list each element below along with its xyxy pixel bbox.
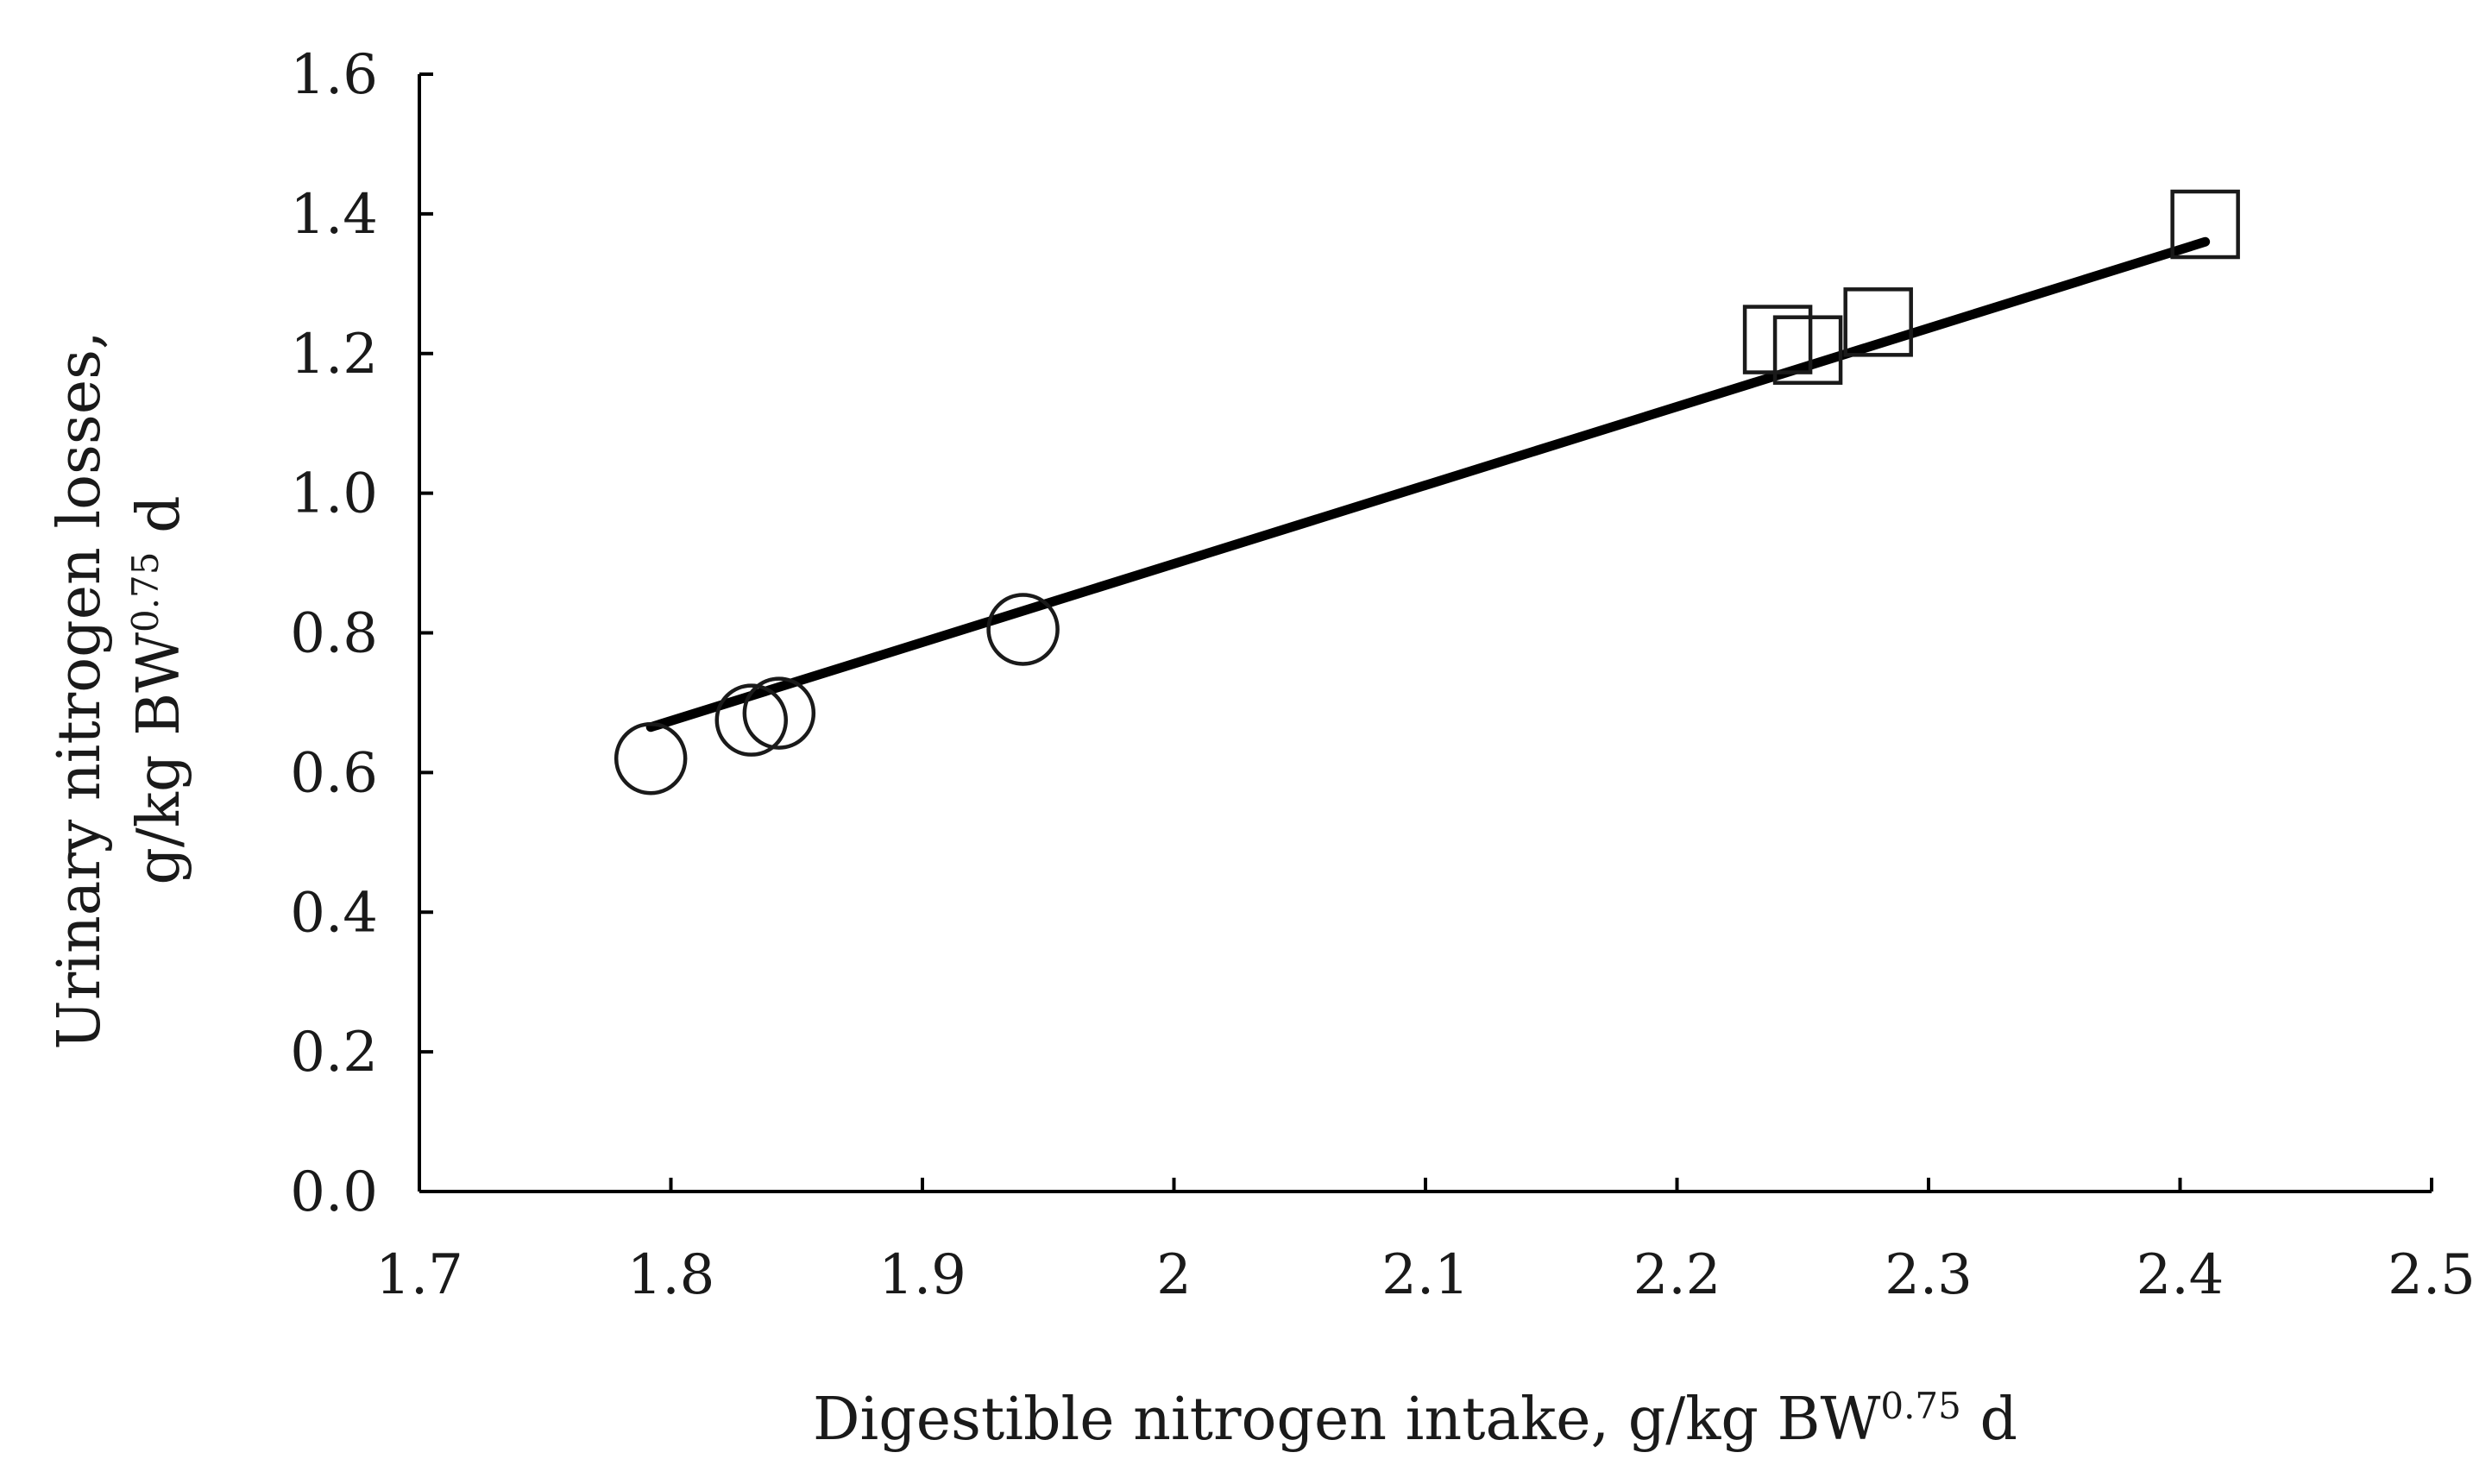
square-data-point <box>1742 305 1813 374</box>
trendline <box>645 236 2211 733</box>
x-tick-label: 2.1 <box>1381 1243 1469 1307</box>
x-tick-label: 2 <box>1156 1243 1192 1307</box>
x-tick-label: 1.8 <box>627 1243 715 1307</box>
y-tick-label: 0.0 <box>290 1160 378 1224</box>
tick-labels: 0.0 0.2 0.4 0.6 0.8 1.0 1.2 1.4 1.6 1.7 1.8 1.9 2 2.1… <box>290 43 2476 1307</box>
x-tick-label: 2.2 <box>1633 1243 1721 1307</box>
y-axis-title: Urinary nitrogen losses, g/kg BW0.75 d <box>46 330 193 1049</box>
y-axis-title-line1: Urinary nitrogen losses, <box>46 330 114 1049</box>
data-points <box>614 189 2240 795</box>
x-tick-label: 2.3 <box>1885 1243 1973 1307</box>
y-tick-label: 0.4 <box>290 881 378 945</box>
y-axis-title-line2: g/kg BW0.75 d <box>124 495 193 884</box>
x-axis-title: Digestible nitrogen intake, g/kg BW0.75 … <box>813 1385 2017 1454</box>
x-tick-label: 2.4 <box>2136 1243 2225 1307</box>
y-tick-label: 1.2 <box>290 323 378 387</box>
trendline-layer <box>645 236 2211 733</box>
square-data-point <box>1772 315 1843 385</box>
y-tick-label: 1.6 <box>290 43 378 107</box>
circle-data-point <box>986 593 1060 666</box>
x-tick-label: 1.7 <box>375 1243 463 1307</box>
y-tick-label: 0.2 <box>290 1021 378 1085</box>
x-tick-label: 1.9 <box>878 1243 966 1307</box>
y-tick-label: 1.4 <box>290 183 378 247</box>
y-tick-label: 0.6 <box>290 741 378 805</box>
circle-data-point <box>614 721 688 795</box>
square-data-point <box>2170 189 2240 260</box>
x-tick-label: 2.5 <box>2388 1243 2476 1307</box>
y-tick-label: 1.0 <box>290 462 378 526</box>
square-data-point <box>1843 287 1913 357</box>
axes <box>418 72 2433 1193</box>
y-tick-label: 0.8 <box>290 602 378 666</box>
circle-data-point <box>742 676 816 750</box>
circle-data-point <box>714 683 789 757</box>
